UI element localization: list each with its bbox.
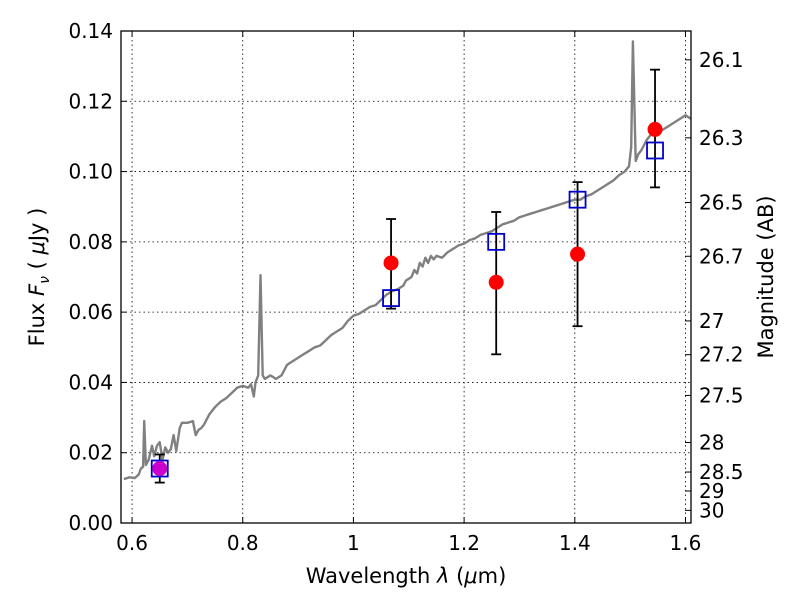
x-tick-label: 1 [347,531,360,555]
y-tick-label: 0.00 [68,511,113,535]
x-tick-label: 1.4 [559,531,591,555]
y2-tick-label: 26.5 [699,190,744,214]
model-flux-square-marker [150,459,169,478]
model-flux-square-marker [646,141,664,160]
y2-tick-label: 28.5 [699,460,744,484]
y-tick-label: 0.10 [68,160,113,184]
observed-flux-point [570,246,586,262]
y2-tick-label: 27.2 [699,343,744,367]
model-spectrum-line [123,40,692,481]
x-axis-label: Wavelength λ (μm) [306,564,507,588]
y2-tick-label: 30 [699,498,724,522]
model-flux-square-marker [382,289,400,307]
y2-axis-label: Magnitude (AB) [754,195,778,358]
y-tick-label: 0.04 [68,370,113,394]
observed-flux-point [152,461,168,477]
x-tick-label: 1.6 [670,531,702,555]
y2-tick-label: 26.1 [699,48,744,72]
plot-area [123,40,692,484]
y-tick-label: 0.06 [68,300,113,324]
grid [121,30,691,524]
observed-flux-point [488,274,504,290]
y-axis-label: Flux Fν ( μJy ) [25,208,53,347]
y-tick-label: 0.14 [68,19,113,43]
axis-ticks: 0.6 0.8 1 1.2 1.4 1.6 0.00 0.02 0.04 0.06 0.08 0.10… [68,19,743,555]
y2-tick-label: 26.3 [699,126,744,150]
y2-tick-label: 27 [699,309,724,333]
plot-frame [120,30,692,524]
y-tick-label: 0.08 [68,230,113,254]
observed-flux-point [647,121,663,137]
x-tick-label: 0.8 [227,531,259,555]
model-flux-square-marker [568,190,587,209]
observed-flux-point [383,255,399,271]
y2-tick-label: 29 [699,479,724,503]
y-tick-label: 0.12 [68,89,113,113]
x-tick-label: 1.2 [448,531,480,555]
model-flux-square-marker [487,232,506,251]
y2-tick-label: 26.7 [699,244,744,268]
y-tick-label: 0.02 [68,441,113,465]
y2-tick-label: 28 [699,431,724,455]
y2-tick-label: 27.5 [699,383,744,407]
x-tick-label: 0.6 [116,531,148,555]
